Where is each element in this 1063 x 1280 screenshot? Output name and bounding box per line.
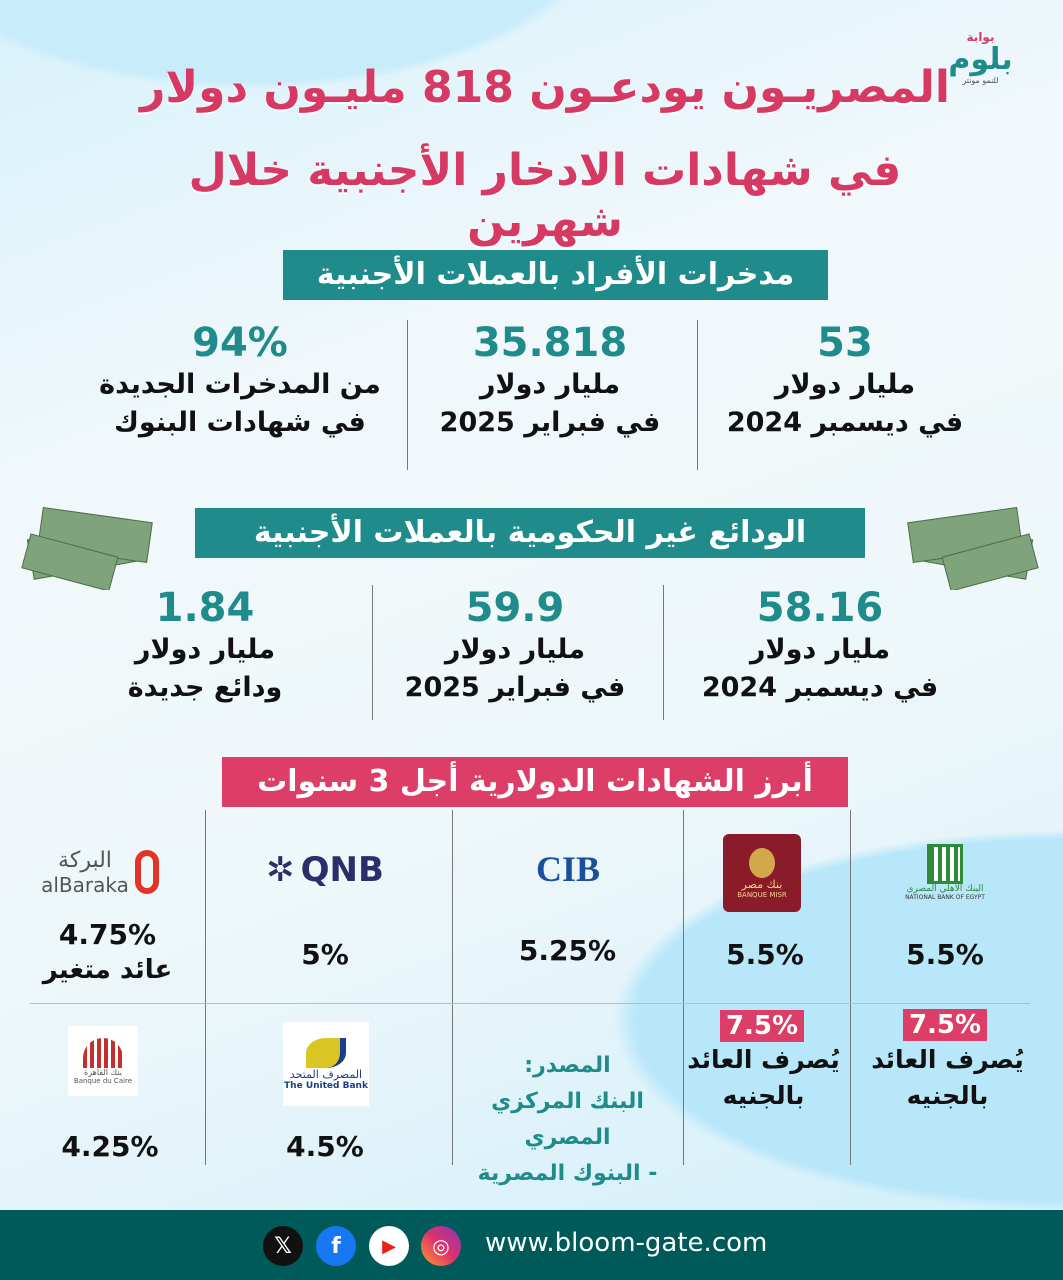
title-line-1: المصريـون يودعـون 818 مليـون دولار xyxy=(140,62,950,113)
money-stack-icon xyxy=(21,506,153,590)
stat-value: 1.84 xyxy=(155,585,255,631)
divider xyxy=(30,1003,1030,1004)
divider xyxy=(452,810,453,1165)
source-line: البنك المركزي المصري xyxy=(491,1089,644,1150)
stat-value: 35.818 xyxy=(472,320,628,366)
note-banque-misr: يُصرف العائد بالجنيه xyxy=(686,1042,841,1114)
divider xyxy=(663,585,664,720)
rate-cib: 5.25% xyxy=(518,934,617,967)
stat-value: 59.9 xyxy=(465,585,565,631)
qnb-logo: ✲ QNB xyxy=(255,850,395,890)
divider xyxy=(683,810,684,1165)
brand-logo: بوابة بلوم للنمو مونتر xyxy=(918,30,1043,100)
badge-nbe: 7.5% xyxy=(903,1009,987,1041)
section1-header: مدخرات الأفراد بالعملات الأجنبية xyxy=(283,250,828,300)
deposits-dec-2024: 58.16 مليار دولار في ديسمبر 2024 xyxy=(685,585,955,707)
united-bank-logo: المصرف المتحد The United Bank xyxy=(283,1022,369,1106)
logo-text: NATIONAL BANK OF EGYPT xyxy=(905,894,985,901)
stat-line: مليار دولار xyxy=(749,634,891,665)
stat-line: في فبراير 2025 xyxy=(439,407,661,438)
stat-line: في ديسمبر 2024 xyxy=(726,407,964,438)
logo-top-text: بوابة xyxy=(966,30,995,44)
x-icon[interactable]: 𝕏 xyxy=(263,1226,303,1266)
title-line-2: في شهادات الادخار الأجنبية خلال شهرين xyxy=(188,145,902,247)
cib-logo: CIB xyxy=(535,849,601,889)
logo-text: البنك الأهلي المصري xyxy=(906,884,984,894)
stat-feb-2025: 35.818 مليار دولار في فبراير 2025 xyxy=(415,320,685,442)
source-line: - البنوك المصرية xyxy=(477,1161,658,1186)
stat-line: ودائع جديدة xyxy=(127,672,283,703)
divider xyxy=(850,810,851,1165)
stat-share: 94% من المدخرات الجديدة في شهادات البنوك xyxy=(85,320,395,442)
deposits-feb-2025: 59.9 مليار دولار في فبراير 2025 xyxy=(380,585,650,707)
stat-dec-2024: 53 مليار دولار في ديسمبر 2024 xyxy=(710,320,980,442)
facebook-icon[interactable]: f xyxy=(316,1226,356,1266)
youtube-icon[interactable]: ▶ xyxy=(369,1226,409,1266)
rate-qnb: 5% xyxy=(301,938,349,971)
logo-text: The United Bank xyxy=(284,1080,368,1091)
logo-sub-text: للنمو مونتر xyxy=(962,76,999,85)
source-label: المصدر: xyxy=(524,1053,611,1078)
deposits-new: 1.84 مليار دولار ودائع جديدة xyxy=(70,585,340,707)
stat-value: 94% xyxy=(192,320,288,366)
note-line: يُصرف العائد xyxy=(871,1045,1024,1074)
logo-text: QNB xyxy=(300,850,384,890)
rate-albaraka: 4.75% xyxy=(58,918,157,951)
note-nbe: يُصرف العائد بالجنيه xyxy=(860,1042,1035,1114)
logo-text: بنك القاهرة xyxy=(84,1067,122,1077)
divider xyxy=(372,585,373,720)
banque-du-caire-logo: بنك القاهرة Banque du Caire xyxy=(68,1026,138,1096)
nbe-logo: البنك الأهلي المصري NATIONAL BANK OF EGY… xyxy=(895,830,995,915)
instagram-icon[interactable]: ◎ xyxy=(421,1226,461,1266)
divider xyxy=(205,810,206,1165)
stat-line: في فبراير 2025 xyxy=(404,672,626,703)
stat-value: 58.16 xyxy=(756,585,884,631)
stat-line: في ديسمبر 2024 xyxy=(701,672,939,703)
logo-text: البركة xyxy=(58,847,112,873)
note-line: بالجنيه xyxy=(906,1081,989,1110)
logo-text: بنك مصر xyxy=(741,877,783,891)
albaraka-logo: البركة alBaraka xyxy=(25,842,175,902)
stat-value: 53 xyxy=(817,320,873,366)
rate-banque-du-caire: 4.25% xyxy=(61,1130,159,1163)
website-link[interactable]: www.bloom-gate.com xyxy=(485,1228,768,1258)
banque-misr-logo: بنك مصر BANQUE MISR xyxy=(723,834,801,912)
logo-text: BANQUE MISR xyxy=(737,890,787,899)
badge-banque-misr: 7.5% xyxy=(720,1010,804,1042)
rate-united-bank: 4.5% xyxy=(286,1130,364,1163)
note-line: يُصرف العائد xyxy=(687,1045,840,1074)
rate-banque-misr: 5.5% xyxy=(726,938,804,971)
stat-line: مليار دولار xyxy=(774,369,916,400)
rate-nbe: 5.5% xyxy=(906,938,984,971)
money-stack-icon xyxy=(907,506,1039,590)
footer xyxy=(0,1210,1063,1280)
qnb-star-icon: ✲ xyxy=(266,850,295,890)
note-line: بالجنيه xyxy=(722,1081,805,1110)
stat-line: في شهادات البنوك xyxy=(114,407,366,438)
source-note: المصدر: البنك المركزي المصري - البنوك ال… xyxy=(460,1048,675,1192)
logo-text: Banque du Caire xyxy=(73,1076,133,1085)
stat-line: مليار دولار xyxy=(444,634,586,665)
section2-header: الودائع غير الحكومية بالعملات الأجنبية xyxy=(195,508,865,558)
logo-text: بلوم xyxy=(948,42,1013,77)
stat-line: مليار دولار xyxy=(134,634,276,665)
divider xyxy=(407,320,408,470)
stat-line: من المدخرات الجديدة xyxy=(99,369,381,400)
logo-text: alBaraka xyxy=(41,872,129,897)
logo-text: المصرف المتحد xyxy=(289,1067,363,1081)
section3-header: أبرز الشهادات الدولارية أجل 3 سنوات xyxy=(222,757,848,807)
divider xyxy=(697,320,698,470)
albaraka-note: عائد متغير xyxy=(42,955,173,985)
stat-line: مليار دولار xyxy=(479,369,621,400)
albaraka-mark-icon xyxy=(134,850,159,894)
